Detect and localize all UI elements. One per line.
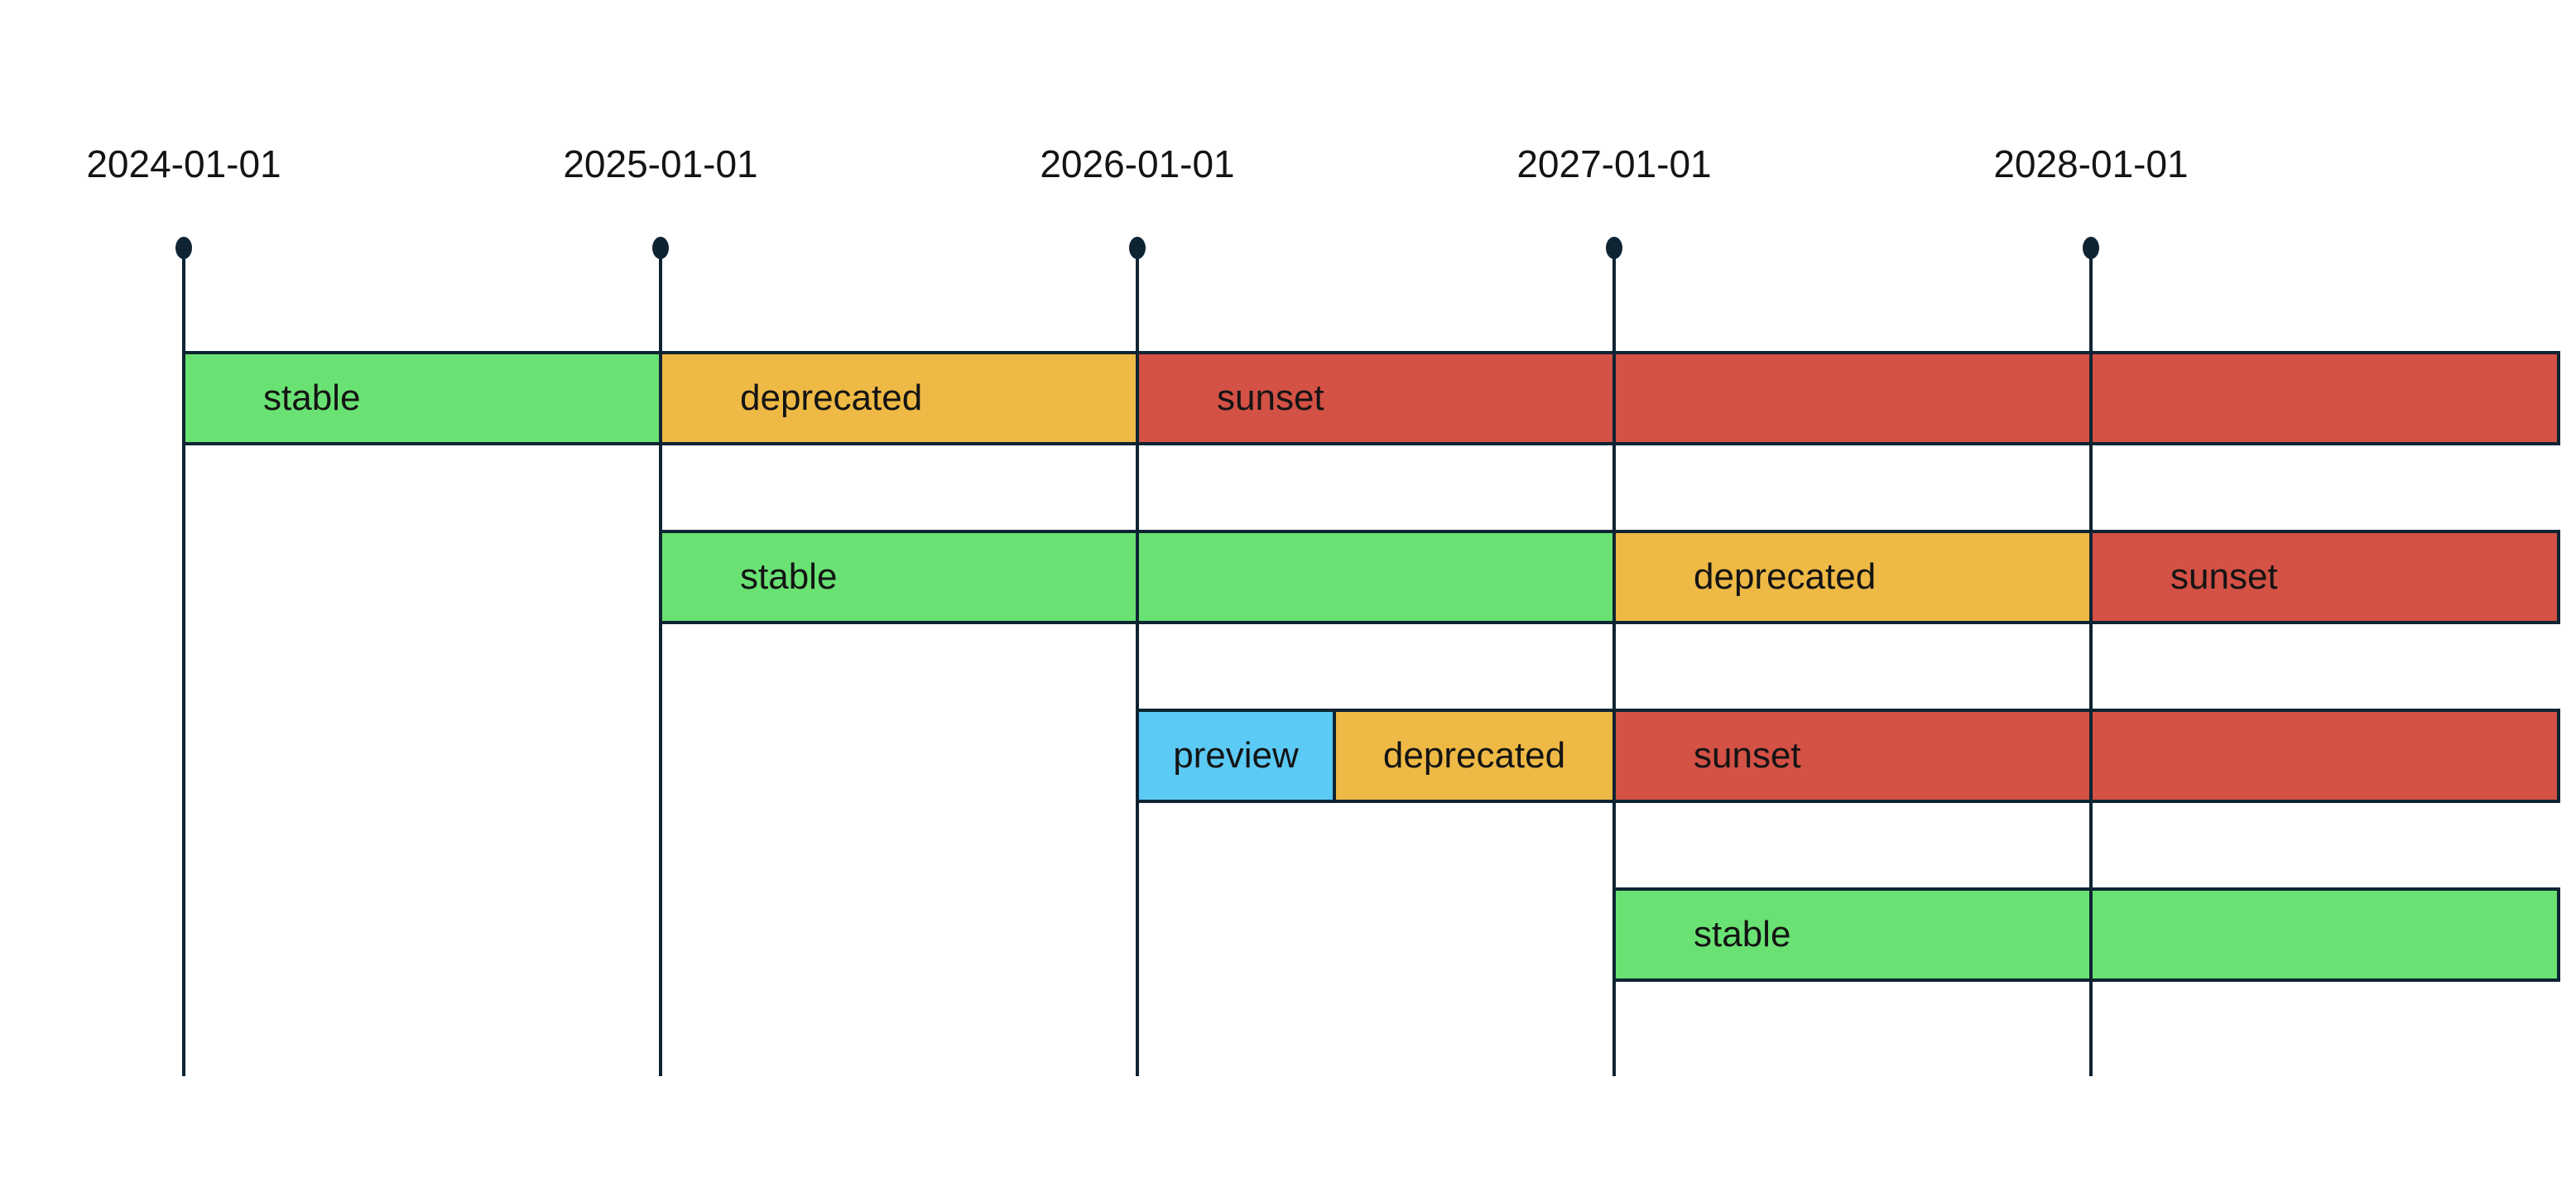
phase-label: stable <box>263 377 361 418</box>
tick-vertical-line <box>1136 248 1139 1076</box>
phase-bar-preview: preview <box>1136 709 1336 803</box>
tick-vertical-line <box>2089 248 2093 1076</box>
tick-date-label: 2027-01-01 <box>1516 142 1712 185</box>
phase-label: deprecated <box>1694 556 1877 597</box>
tick-date-label: 2025-01-01 <box>563 142 758 185</box>
tick-date-label: 2026-01-01 <box>1040 142 1235 185</box>
phase-bar-deprecated: deprecated <box>659 351 1139 445</box>
tick-dot-icon <box>175 237 192 259</box>
phase-label: stable <box>740 556 838 597</box>
phase-bar-deprecated: deprecated <box>1333 709 1616 803</box>
phase-bar-sunset: sunset <box>2089 530 2560 624</box>
phase-label: sunset <box>1694 735 1801 776</box>
phase-bar-sunset: sunset <box>1136 351 2560 445</box>
phase-label: preview <box>1173 735 1299 776</box>
tick-vertical-line <box>182 248 185 1076</box>
phase-bar-stable: stable <box>182 351 662 445</box>
tick-dot-icon <box>652 237 669 259</box>
phase-label: stable <box>1694 914 1791 954</box>
phase-label: sunset <box>2170 556 2278 597</box>
tick-dot-icon <box>1606 237 1622 259</box>
phase-bar-stable: stable <box>1612 887 2560 982</box>
tick-dot-icon <box>1129 237 1146 259</box>
tick-vertical-line <box>659 248 662 1076</box>
tick-date-label: 2028-01-01 <box>1993 142 2189 185</box>
tick-date-label: 2024-01-01 <box>86 142 281 185</box>
phase-label: deprecated <box>1382 735 1566 776</box>
tick-dot-icon <box>2083 237 2099 259</box>
phase-label: deprecated <box>740 377 923 418</box>
phase-bar-deprecated: deprecated <box>1612 530 2093 624</box>
tick-vertical-line <box>1612 248 1616 1076</box>
phase-label: sunset <box>1217 377 1324 418</box>
phase-bar-sunset: sunset <box>1612 709 2560 803</box>
